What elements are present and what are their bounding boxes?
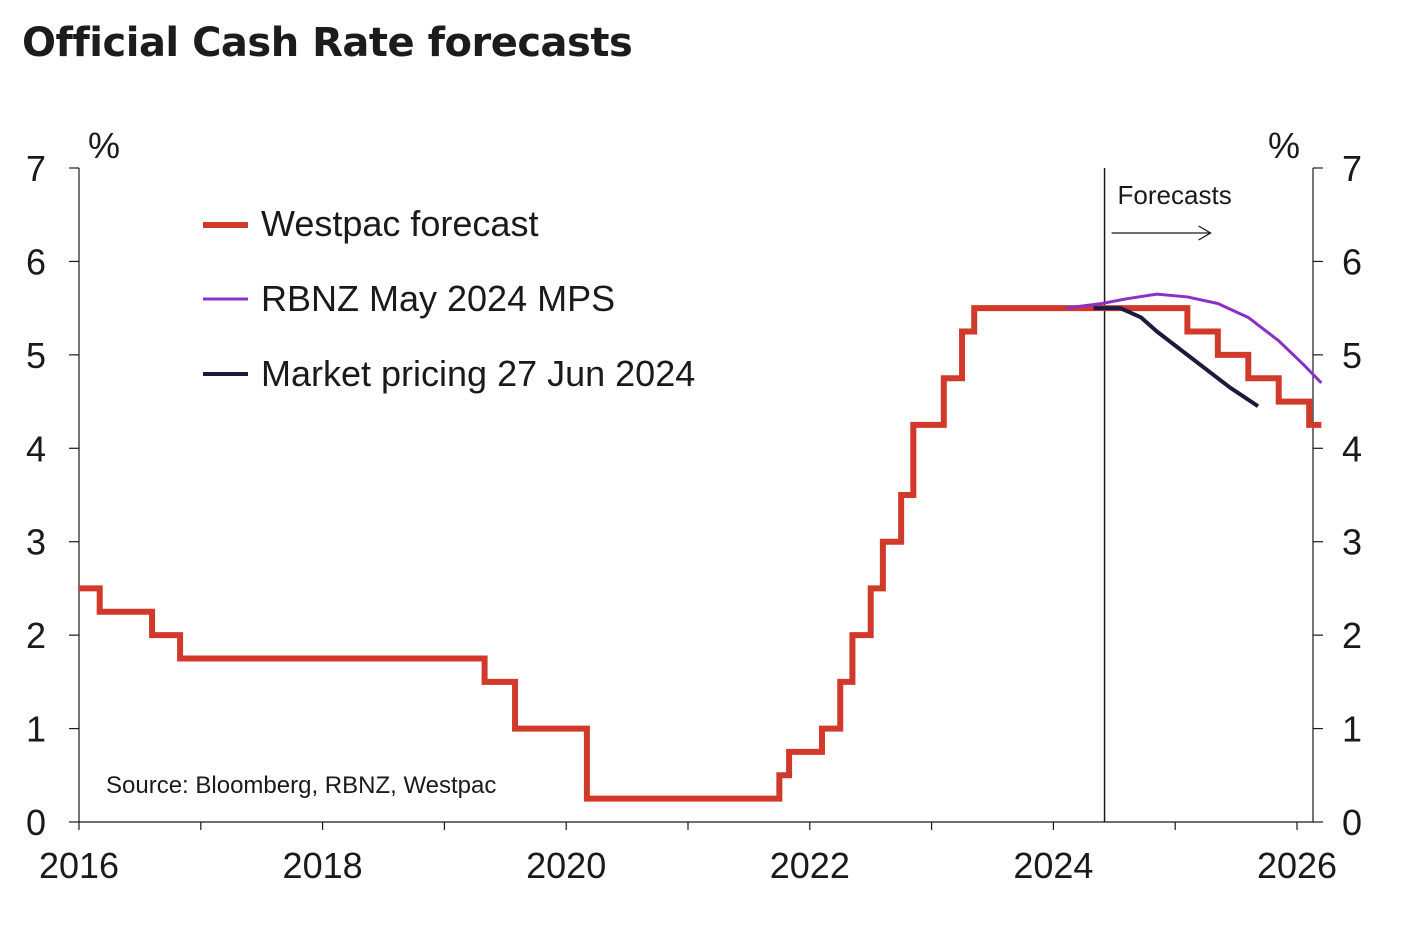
x-tick-label: 2024: [1013, 845, 1093, 886]
y-tick-label-right: 0: [1342, 802, 1362, 843]
y-tick-label-left: 6: [26, 241, 46, 282]
y-tick-label-left: 5: [26, 335, 46, 376]
y-tick-label-right: 4: [1342, 428, 1362, 469]
x-ticks: 2016 2018 2020 2022 2024 2026: [39, 822, 1337, 886]
y-ticks: 0 0 1 1 2 2 3 3 4 4 5 5 6 6 7 7: [26, 148, 1362, 843]
legend-label-westpac: Westpac forecast: [261, 203, 538, 244]
y-axis-unit-left: %: [88, 125, 120, 166]
legend-label-market: Market pricing 27 Jun 2024: [261, 353, 695, 394]
y-tick-label-right: 6: [1342, 241, 1362, 282]
x-tick-label: 2026: [1257, 845, 1337, 886]
y-tick-label-left: 3: [26, 522, 46, 563]
y-axis-unit-right: %: [1268, 125, 1300, 166]
x-tick-label: 2018: [283, 845, 363, 886]
series-line-rbnz: [1065, 292, 1323, 384]
y-tick-label-left: 7: [26, 148, 46, 189]
series-line-market: [1093, 306, 1260, 408]
forecasts-annotation: Forecasts: [1118, 180, 1232, 210]
y-tick-label-right: 5: [1342, 335, 1362, 376]
legend-label-rbnz: RBNZ May 2024 MPS: [261, 278, 615, 319]
legend: Westpac forecast RBNZ May 2024 MPS Marke…: [203, 203, 695, 394]
x-tick-label: 2020: [526, 845, 606, 886]
x-tick-label: 2022: [770, 845, 850, 886]
series-lines: [79, 292, 1323, 802]
y-tick-label-right: 7: [1342, 148, 1362, 189]
series-line-westpac: [79, 305, 1322, 802]
y-tick-label-left: 1: [26, 709, 46, 750]
x-tick-label: 2016: [39, 845, 119, 886]
y-tick-label-right: 2: [1342, 615, 1362, 656]
y-tick-label-left: 2: [26, 615, 46, 656]
y-tick-label-right: 3: [1342, 522, 1362, 563]
y-tick-label-left: 4: [26, 428, 46, 469]
chart-title: Official Cash Rate forecasts: [22, 20, 633, 66]
source-note: Source: Bloomberg, RBNZ, Westpac: [106, 772, 496, 799]
forecasts-arrow-icon: [1111, 225, 1212, 241]
y-tick-label-left: 0: [26, 802, 46, 843]
y-tick-label-right: 1: [1342, 709, 1362, 750]
